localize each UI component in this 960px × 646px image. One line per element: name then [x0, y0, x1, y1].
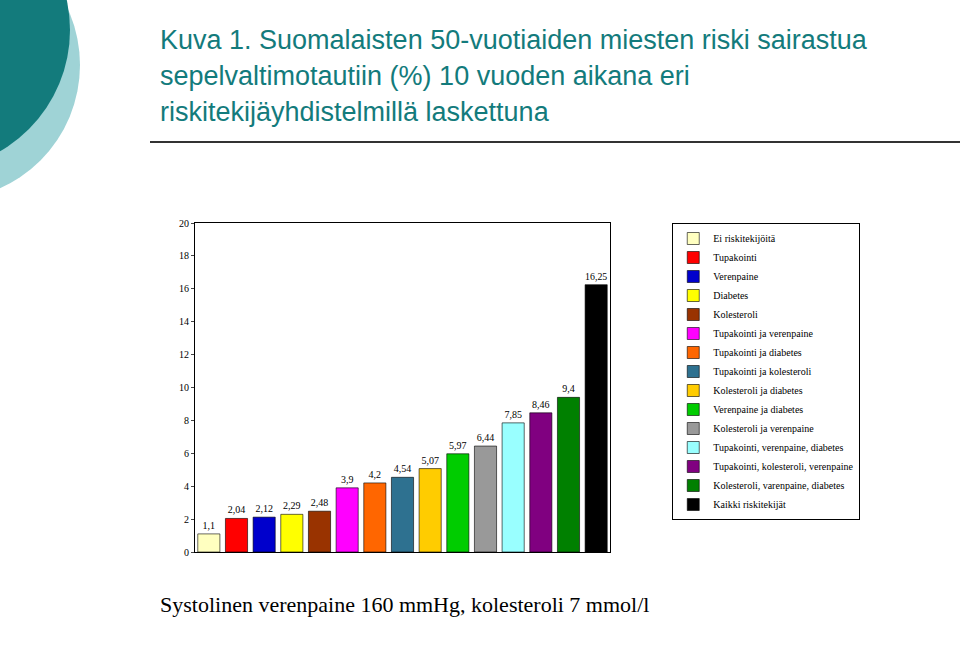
- svg-text:Tupakointi, verenpaine, diabet: Tupakointi, verenpaine, diabetes: [713, 442, 843, 453]
- svg-text:5,07: 5,07: [421, 455, 439, 466]
- svg-text:2,48: 2,48: [311, 497, 329, 508]
- svg-text:Verenpaine ja diabetes: Verenpaine ja diabetes: [713, 404, 803, 415]
- svg-text:12: 12: [179, 349, 189, 360]
- svg-text:16: 16: [179, 283, 189, 294]
- svg-text:1,1: 1,1: [203, 520, 215, 531]
- svg-text:16,25: 16,25: [585, 271, 607, 282]
- svg-text:Verenpaine: Verenpaine: [713, 271, 759, 282]
- svg-text:9,4: 9,4: [562, 383, 575, 394]
- svg-text:Kolesteroli ja verenpaine: Kolesteroli ja verenpaine: [713, 423, 814, 434]
- svg-text:14: 14: [179, 316, 189, 327]
- svg-text:4,2: 4,2: [369, 469, 382, 480]
- svg-text:8,46: 8,46: [532, 399, 550, 410]
- svg-text:0: 0: [184, 547, 189, 558]
- svg-text:4: 4: [184, 481, 189, 492]
- svg-text:5,97: 5,97: [449, 440, 467, 451]
- svg-text:Tupakointi ja diabetes: Tupakointi ja diabetes: [713, 347, 802, 358]
- svg-text:Kolesteroli: Kolesteroli: [713, 309, 758, 320]
- svg-text:Diabetes: Diabetes: [713, 290, 748, 301]
- svg-text:2: 2: [184, 514, 189, 525]
- svg-text:2,12: 2,12: [255, 503, 273, 514]
- svg-text:8: 8: [184, 415, 189, 426]
- svg-text:10: 10: [179, 382, 189, 393]
- svg-text:6,44: 6,44: [477, 432, 495, 443]
- svg-text:2,04: 2,04: [228, 504, 246, 515]
- svg-text:Tupakointi ja kolesteroli: Tupakointi ja kolesteroli: [713, 366, 811, 377]
- svg-text:Kolesteroli, varenpaine, diabe: Kolesteroli, varenpaine, diabetes: [713, 480, 844, 491]
- html-text:Systolinen verenpaine 160 mmHg: Systolinen verenpaine 160 mmHg, kolester…: [160, 592, 650, 617]
- svg-text:20: 20: [179, 218, 189, 229]
- svg-text:3,9: 3,9: [341, 474, 354, 485]
- svg-text:18: 18: [179, 250, 189, 261]
- svg-text:7,85: 7,85: [504, 409, 522, 420]
- svg-text:Kaikki riskitekijät: Kaikki riskitekijät: [713, 499, 786, 510]
- svg-text:2,29: 2,29: [283, 500, 301, 511]
- svg-text:Tupakointi ja verenpaine: Tupakointi ja verenpaine: [713, 328, 813, 339]
- svg-text:Tupakointi: Tupakointi: [713, 252, 757, 263]
- svg-text:Tupakointi, kolesteroli, veren: Tupakointi, kolesteroli, verenpaine: [713, 461, 853, 472]
- svg-text:4,54: 4,54: [394, 463, 412, 474]
- svg-text:6: 6: [184, 448, 189, 459]
- html-text:Kuva 1. Suomalaisten 50-vuotia: Kuva 1. Suomalaisten 50-vuotiaiden miest…: [160, 25, 867, 127]
- svg-text:Kolesteroli ja diabetes: Kolesteroli ja diabetes: [713, 385, 803, 396]
- svg-text:Ei riskitekijöitä: Ei riskitekijöitä: [713, 233, 775, 244]
